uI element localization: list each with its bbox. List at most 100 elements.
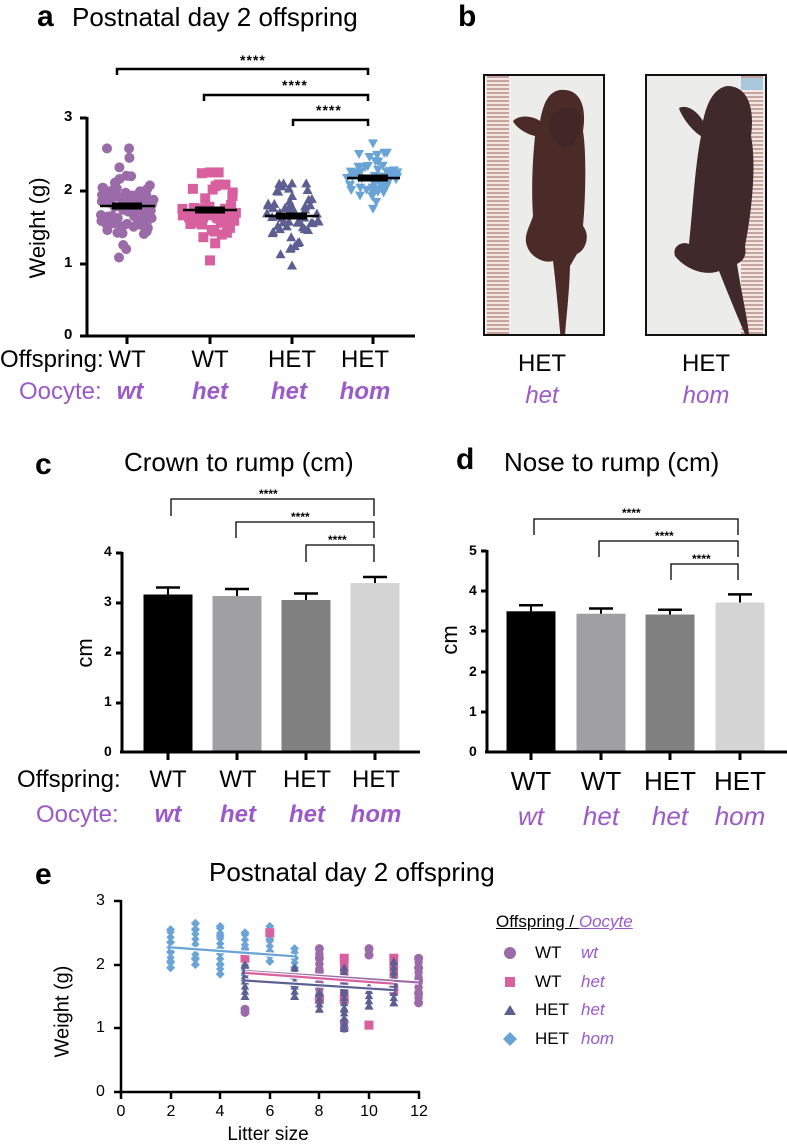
legend-offspring: HET (535, 1000, 569, 1019)
photo-caption-offspring: HET (682, 350, 730, 377)
offspring-label: HET (714, 766, 766, 796)
panel-d-title: Nose to rump (cm) (504, 447, 720, 477)
y-tick-label: 2 (469, 663, 477, 679)
panel-c-chart (116, 498, 420, 760)
pup-photo-het-het (483, 74, 605, 336)
oocyte-label: het (192, 378, 228, 405)
legend-item: WT het (503, 972, 605, 992)
offspring-row-label: Offspring: (0, 346, 104, 373)
offspring-label: WT (108, 346, 146, 373)
panel-c-title: Crown to rump (cm) (124, 447, 354, 477)
offspring-label: WT (580, 766, 622, 796)
legend-oocyte: het (581, 972, 605, 991)
pup-image (513, 89, 587, 334)
offspring-label: HET (644, 766, 696, 796)
significance-brackets (170, 498, 375, 562)
panel-e-chart (114, 899, 424, 1099)
oocyte-label: het (651, 801, 689, 831)
photo-caption-oocyte: het (525, 382, 559, 409)
significance-label: **** (655, 529, 674, 543)
legend-item: HET het (503, 1000, 605, 1020)
legend-item: WT wt (503, 943, 598, 963)
y-tick-label: 3 (104, 593, 112, 609)
diamond-marker-icon (503, 1032, 517, 1046)
significance-label: **** (282, 77, 308, 93)
x-tick-label: 8 (314, 1103, 324, 1120)
offspring-label: WT (219, 766, 257, 793)
oocyte-label: het (271, 378, 307, 405)
significance-label: **** (316, 102, 342, 118)
x-tick-label: 12 (410, 1103, 428, 1120)
offspring-label: HET (283, 766, 331, 793)
x-tick-label: 10 (360, 1103, 378, 1120)
y-tick-label: 1 (104, 693, 112, 709)
legend-oocyte: het (581, 1000, 605, 1019)
photo-caption-offspring: HET (518, 350, 566, 377)
oocyte-label: wt (154, 801, 182, 828)
panel-b-letter: b (458, 0, 477, 33)
oocyte-row-label: Oocyte: (36, 801, 119, 828)
legend-oocyte: wt (581, 943, 598, 962)
significance-label: **** (240, 52, 266, 68)
legend-offspring: WT (535, 943, 562, 962)
panel-e-title: Postnatal day 2 offspring (209, 857, 495, 887)
panel-d-axes (481, 549, 787, 760)
y-tick-label: 2 (104, 643, 112, 659)
x-axis-label: Litter size (227, 1124, 309, 1145)
y-tick-label: 4 (104, 543, 112, 559)
square-marker-icon (505, 977, 515, 987)
photo-caption-oocyte: hom (682, 382, 730, 409)
oocyte-label: hom (350, 801, 402, 828)
y-axis-label: Weight (g) (25, 177, 50, 279)
y-tick-label: 0 (96, 1083, 105, 1100)
pup-photo-het-hom (645, 74, 767, 336)
legend-title-oocyte: Oocyte (578, 912, 633, 931)
significance-label: **** (259, 487, 278, 501)
y-tick-label: 0 (104, 743, 112, 759)
panel-c-letter: c (35, 448, 52, 481)
panel-d-bars (506, 593, 765, 752)
oocyte-label: hom (339, 378, 391, 405)
significance-label: **** (328, 533, 347, 547)
significance-brackets (533, 518, 739, 580)
panel-a-title: Postnatal day 2 offspring (72, 2, 358, 32)
oocyte-label: het (220, 801, 256, 828)
significance-label: **** (622, 506, 641, 520)
legend-item: HET hom (503, 1029, 614, 1049)
y-tick-label: 1 (64, 254, 73, 271)
y-tick-label: 3 (469, 622, 477, 638)
panel-c-bars (143, 575, 400, 752)
panel-e-axes (114, 899, 421, 1099)
panel-e-fit-lines (170, 945, 419, 993)
significance-label: **** (692, 552, 711, 566)
y-tick-label: 0 (469, 743, 477, 759)
offspring-label: WT (191, 346, 229, 373)
offspring-label: HET (341, 346, 389, 373)
y-tick-label: 3 (96, 892, 105, 909)
offspring-label: WT (510, 766, 552, 796)
offspring-row-label: Offspring: (17, 766, 121, 793)
offspring-label: HET (268, 346, 316, 373)
y-tick-label: 0 (64, 326, 73, 343)
legend-title-offspring: Offspring / (496, 912, 579, 931)
offspring-label: HET (352, 766, 400, 793)
y-axis-label: cm (72, 638, 97, 668)
panel-c-axes (116, 551, 420, 760)
legend-offspring: WT (535, 972, 562, 991)
y-axis-label: cm (437, 625, 462, 655)
y-tick-label: 1 (469, 703, 477, 719)
oocyte-label: hom (714, 801, 766, 831)
x-tick-label: 0 (116, 1103, 126, 1120)
oocyte-label: het (582, 801, 620, 831)
y-tick-label: 2 (64, 181, 73, 198)
mean-sem-lines (100, 174, 400, 220)
y-tick-label: 5 (469, 542, 477, 558)
y-tick-label: 3 (64, 108, 73, 125)
oocyte-label: het (289, 801, 325, 828)
oocyte-label: wt (518, 801, 544, 831)
significance-brackets (115, 67, 370, 126)
panel-a-axes (80, 116, 415, 344)
y-tick-label: 2 (96, 956, 105, 973)
significance-label: **** (291, 510, 310, 524)
y-axis-label: Weight (g) (51, 965, 74, 1058)
